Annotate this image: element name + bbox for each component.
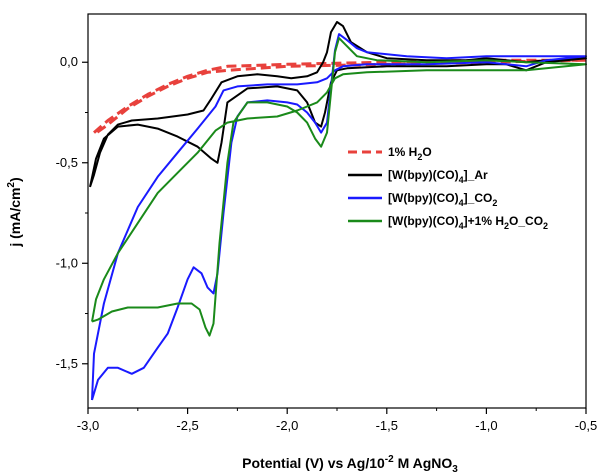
series-line-1 [89,21,587,188]
x-tick-label: -3,0 [77,418,99,433]
legend-label: 1% H2O [388,145,432,162]
series-layer [89,21,588,401]
legend-label: [W(bpy)(CO)4]+1% H2O_CO2 [388,214,548,231]
series-line-2 [91,33,587,401]
x-axis: -3,0 -2,5 -2,0 -1,5 -1,0 -0,5 [77,408,597,433]
y-axis: 0,0 -0,5 -1,0 -1,5 [56,54,88,371]
x-tick-label: -0,5 [575,418,597,433]
legend: 1% H2O [W(bpy)(CO)4]_Ar [W(bpy)(CO)4]_CO2 [… [348,145,548,231]
y-axis-title: j (mA/cm2) [6,177,23,247]
plot-frame [87,13,587,409]
legend-label: [W(bpy)(CO)4]_CO2 [388,191,497,208]
x-axis-title: Potential (V) vs Ag/10-2 M AgNO3 [242,454,458,474]
x-tick-label: -2,5 [176,418,198,433]
y-tick-label: -0,5 [56,155,78,170]
x-tick-label: -1,5 [376,418,398,433]
x-tick-label: -1,0 [475,418,497,433]
series-line-0 [93,58,588,136]
series-line-3 [91,37,587,337]
y-tick-label: -1,0 [56,255,78,270]
y-tick-label: -1,5 [56,356,78,371]
y-tick-label: 0,0 [60,54,78,69]
x-tick-label: -2,0 [276,418,298,433]
legend-label: [W(bpy)(CO)4]_Ar [388,168,488,185]
